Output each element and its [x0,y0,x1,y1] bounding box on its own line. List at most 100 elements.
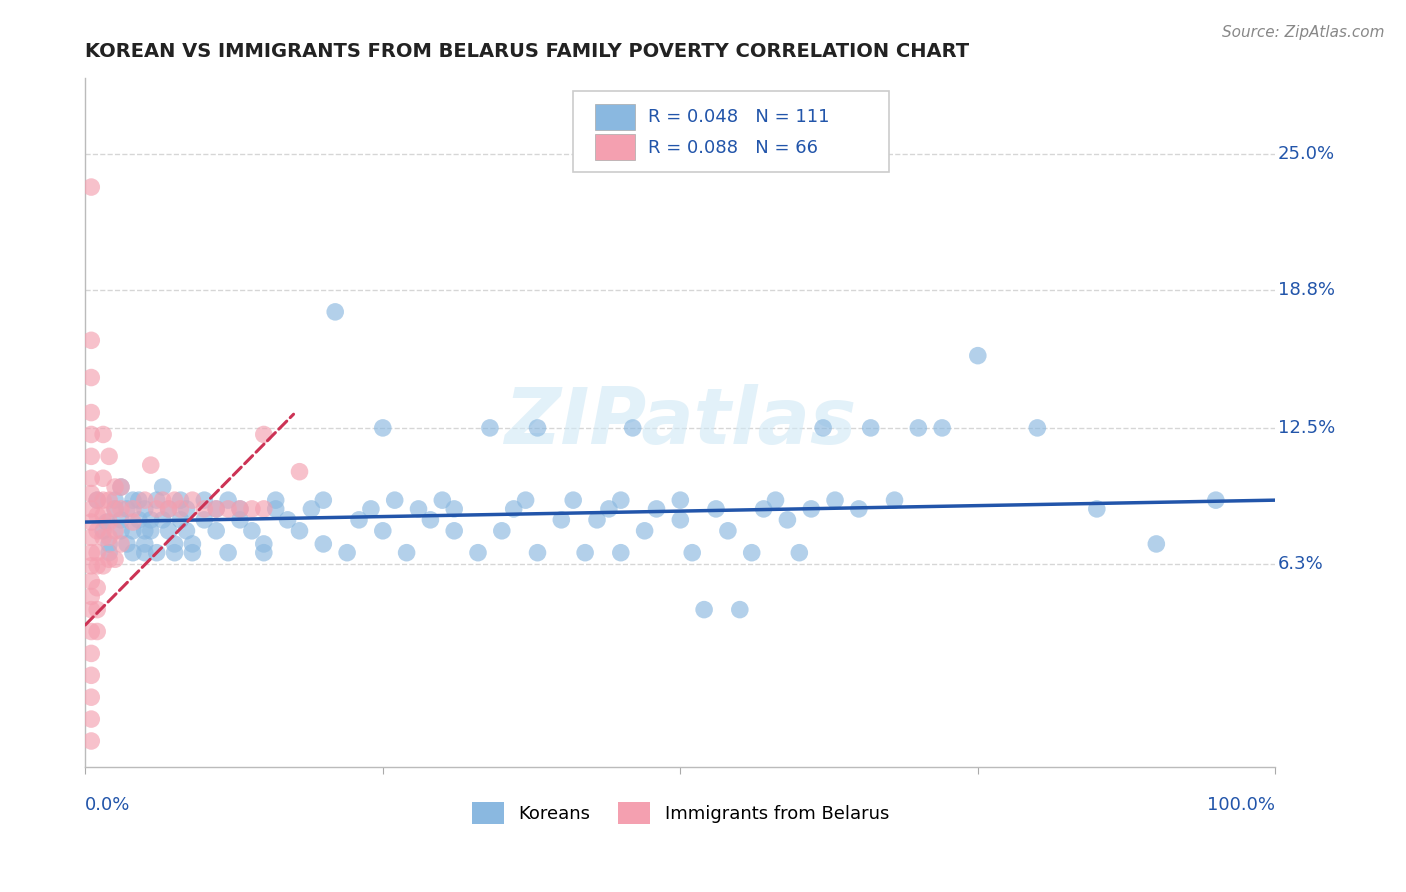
Point [80,558,103,573]
Point [800,502,823,516]
Point [633,524,655,538]
Point [229,502,252,516]
Point [443,502,465,516]
Point [134,524,156,538]
Point [443,524,465,538]
Point [859,421,882,435]
Point [610,493,633,508]
Point [586,513,609,527]
Point [91,524,114,538]
Point [157,524,180,538]
Point [80,734,103,748]
Point [157,502,180,516]
Point [336,546,359,560]
Text: ZIPatlas: ZIPatlas [505,384,856,460]
Point [152,480,174,494]
Point [139,524,162,538]
Point [264,493,287,508]
Point [515,493,537,508]
Text: 6.3%: 6.3% [1278,555,1323,573]
Text: R = 0.048   N = 111: R = 0.048 N = 111 [648,108,830,126]
Point [752,502,775,516]
Point [848,502,870,516]
Point [80,180,103,194]
Point [152,513,174,527]
Text: KOREAN VS IMMIGRANTS FROM BELARUS FAMILY POVERTY CORRELATION CHART: KOREAN VS IMMIGRANTS FROM BELARUS FAMILY… [86,42,969,61]
Point [181,546,204,560]
Point [86,508,108,523]
Point [741,546,763,560]
Text: 25.0%: 25.0% [1278,145,1334,163]
Point [80,515,103,529]
Point [811,421,834,435]
Point [1205,493,1227,508]
Point [134,493,156,508]
Point [217,493,239,508]
Point [621,421,644,435]
Point [669,513,692,527]
Point [669,493,692,508]
Point [139,458,162,472]
Point [432,493,454,508]
Point [128,493,150,508]
Point [110,524,132,538]
Point [104,502,127,516]
Point [110,480,132,494]
Bar [595,134,636,161]
Point [86,581,108,595]
Point [176,524,198,538]
Point [765,493,787,508]
Point [86,493,108,508]
Point [277,513,299,527]
Point [152,493,174,508]
Point [98,537,121,551]
Point [110,537,132,551]
Point [253,427,276,442]
Point [574,546,596,560]
Point [312,493,335,508]
Point [360,502,382,516]
Point [205,524,228,538]
Text: 18.8%: 18.8% [1278,281,1334,299]
Text: R = 0.088   N = 66: R = 0.088 N = 66 [648,139,818,157]
Point [491,524,513,538]
Point [181,537,204,551]
Point [98,546,121,560]
Point [312,537,335,551]
Point [134,537,156,551]
Point [217,502,239,516]
Point [598,502,620,516]
Point [419,513,441,527]
Point [128,513,150,527]
Point [728,602,751,616]
Point [80,602,103,616]
Point [80,624,103,639]
Text: 0.0%: 0.0% [86,797,131,814]
Point [110,480,132,494]
Point [169,493,191,508]
Point [217,546,239,560]
Point [104,524,127,538]
Point [610,546,633,560]
Point [86,493,108,508]
Point [80,471,103,485]
Point [176,502,198,516]
Point [883,493,905,508]
Point [104,502,127,516]
Point [145,502,167,516]
Point [86,624,108,639]
Point [717,524,740,538]
Point [80,546,103,560]
Point [91,558,114,573]
Text: 100.0%: 100.0% [1208,797,1275,814]
Point [110,513,132,527]
Point [86,558,108,573]
Point [91,427,114,442]
Point [645,502,668,516]
Point [1144,537,1167,551]
Point [122,502,145,516]
Point [408,502,430,516]
Text: 12.5%: 12.5% [1278,419,1334,437]
Point [80,502,103,516]
Point [966,349,988,363]
